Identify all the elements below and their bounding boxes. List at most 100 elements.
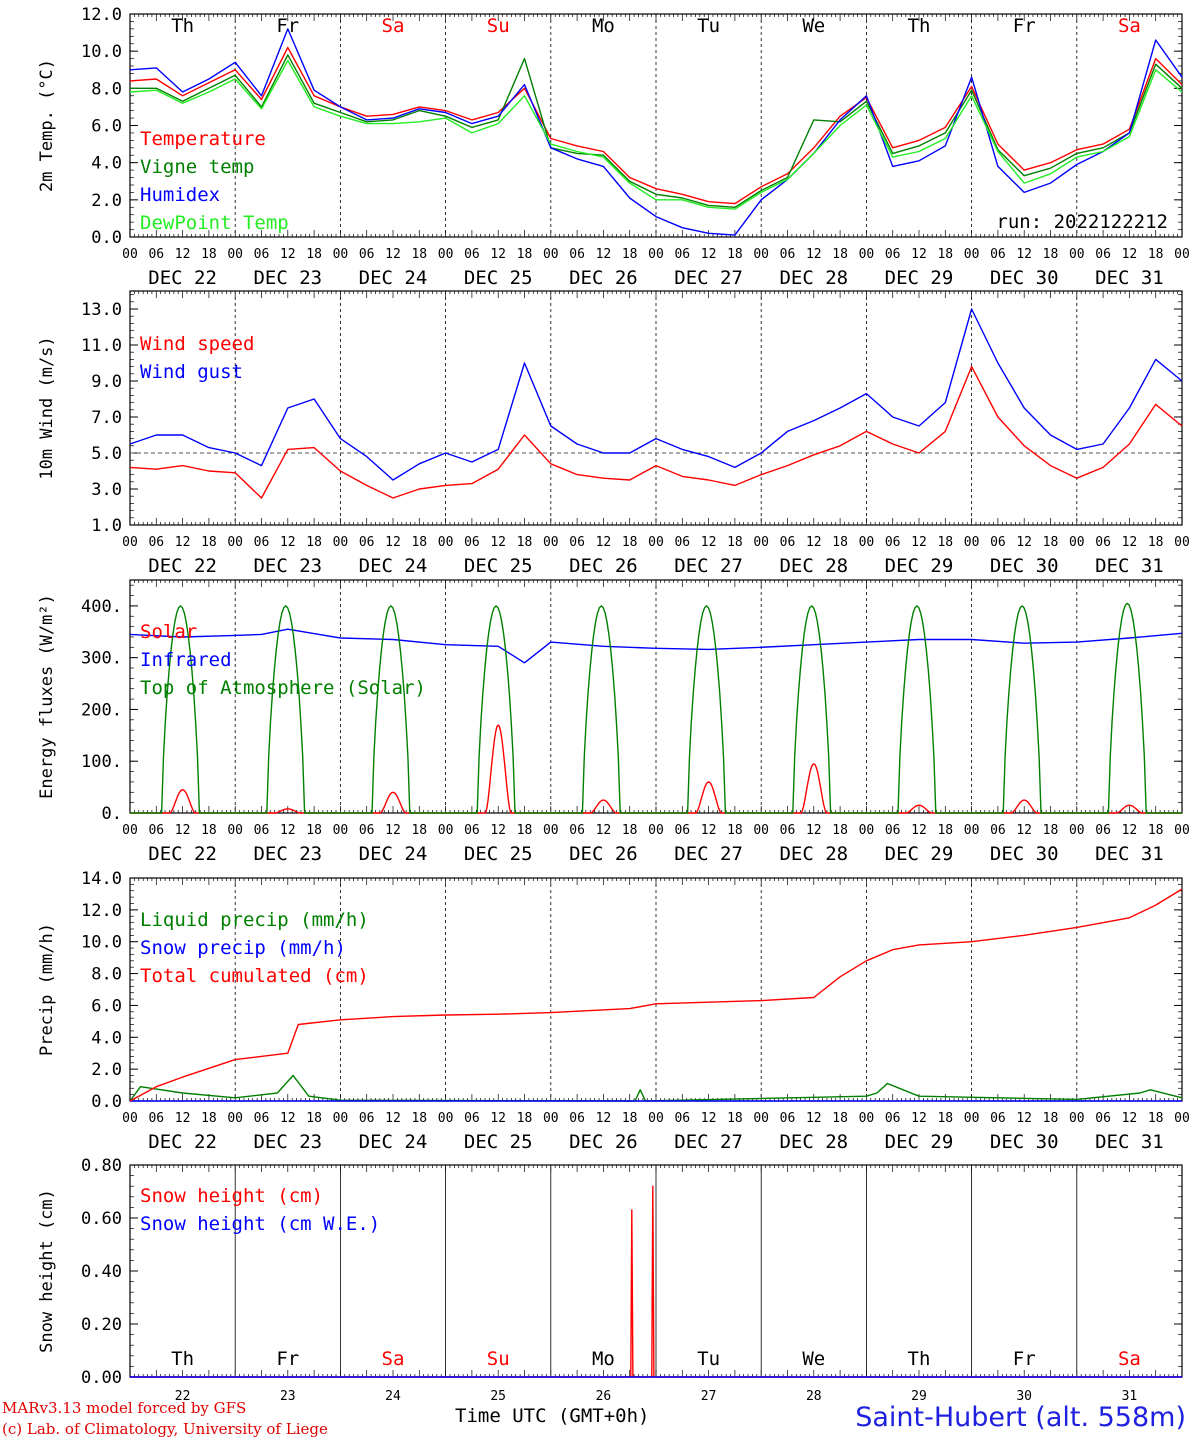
hour-tick-label: 06 bbox=[569, 1111, 585, 1126]
hour-tick-label: 12 bbox=[1122, 823, 1138, 838]
hour-tick-label: 00 bbox=[438, 823, 454, 838]
hour-tick-label: 18 bbox=[201, 1111, 217, 1126]
weekday-label: Sa bbox=[382, 1348, 405, 1370]
hour-tick-label: 06 bbox=[254, 247, 270, 262]
weekday-label: Th bbox=[908, 1348, 931, 1370]
hour-tick-label: 18 bbox=[937, 247, 953, 262]
hour-tick-label: 00 bbox=[227, 247, 243, 262]
hour-tick-label: 06 bbox=[148, 1111, 164, 1126]
hour-tick-label: 18 bbox=[937, 535, 953, 550]
y-tick-label: 2.0 bbox=[91, 191, 122, 211]
hour-tick-label: 00 bbox=[859, 823, 875, 838]
legend-entry: Solar bbox=[140, 621, 197, 643]
y-tick-label: 6.0 bbox=[91, 996, 122, 1016]
series-line-vigne-temp bbox=[130, 54, 1183, 208]
hour-tick-label: 06 bbox=[1095, 535, 1111, 550]
hour-tick-label: 00 bbox=[1174, 1111, 1190, 1126]
hour-tick-label: 12 bbox=[385, 535, 401, 550]
weekday-label: Th bbox=[908, 15, 931, 37]
series-line-humidex bbox=[129, 28, 1183, 236]
date-label: DEC 22 bbox=[148, 1131, 217, 1153]
y-tick-label: 12.0 bbox=[81, 5, 122, 25]
hour-tick-label: 18 bbox=[832, 823, 848, 838]
day-number-label: 26 bbox=[596, 1389, 612, 1404]
credit-line-2: (c) Lab. of Climatology, University of L… bbox=[2, 1420, 328, 1438]
hour-tick-label: 00 bbox=[122, 247, 138, 262]
y-tick-label: 8.0 bbox=[91, 79, 122, 99]
hour-tick-label: 00 bbox=[543, 535, 559, 550]
y-tick-label: 300. bbox=[81, 649, 122, 669]
hour-tick-label: 12 bbox=[175, 247, 191, 262]
weekday-label: Tu bbox=[697, 1348, 720, 1370]
panel-4: 0.0 2.0 4.0 6.0 8.0 10.0 12.0 14.0 Precip (mm/h)… bbox=[37, 869, 1190, 1153]
hour-tick-label: 18 bbox=[1148, 535, 1164, 550]
legend-entry: Wind speed bbox=[140, 333, 254, 355]
hour-tick-label: 00 bbox=[1069, 823, 1085, 838]
hour-tick-label: 18 bbox=[517, 247, 533, 262]
y-tick-label: 0.00 bbox=[81, 1368, 122, 1388]
legend-entry: Humidex bbox=[140, 184, 220, 206]
y-tick-label: 11.0 bbox=[81, 336, 122, 356]
hour-tick-label: 18 bbox=[201, 535, 217, 550]
date-label: DEC 31 bbox=[1095, 267, 1164, 289]
date-label: DEC 28 bbox=[779, 843, 848, 865]
y-tick-label: 9.0 bbox=[91, 372, 122, 392]
hour-tick-label: 12 bbox=[596, 823, 612, 838]
hour-tick-label: 06 bbox=[1095, 247, 1111, 262]
y-axis-title: 2m Temp. (°C) bbox=[37, 59, 57, 192]
hour-tick-label: 12 bbox=[806, 535, 822, 550]
y-tick-label: 8.0 bbox=[91, 965, 122, 985]
date-label: DEC 28 bbox=[779, 555, 848, 577]
weekday-label: Su bbox=[487, 1348, 510, 1370]
hour-tick-label: 06 bbox=[990, 247, 1006, 262]
station-name: Saint-Hubert (alt. 558m) bbox=[855, 1402, 1186, 1433]
hour-tick-label: 18 bbox=[622, 247, 638, 262]
hour-tick-label: 00 bbox=[648, 535, 664, 550]
hour-tick-label: 06 bbox=[254, 1111, 270, 1126]
y-tick-label: 0.40 bbox=[81, 1262, 122, 1282]
date-label: DEC 24 bbox=[359, 555, 428, 577]
hour-tick-label: 18 bbox=[411, 1111, 427, 1126]
weekday-label: We bbox=[802, 15, 825, 37]
hour-tick-label: 12 bbox=[175, 823, 191, 838]
hour-tick-label: 18 bbox=[411, 247, 427, 262]
hour-tick-label: 12 bbox=[701, 535, 717, 550]
hour-tick-label: 06 bbox=[569, 247, 585, 262]
hour-tick-label: 12 bbox=[490, 247, 506, 262]
weekday-label: Sa bbox=[1118, 1348, 1141, 1370]
hour-tick-label: 18 bbox=[517, 823, 533, 838]
hour-tick-label: 00 bbox=[1069, 535, 1085, 550]
hour-tick-label: 18 bbox=[622, 535, 638, 550]
hour-tick-label: 00 bbox=[227, 1111, 243, 1126]
weekday-label: We bbox=[802, 1348, 825, 1370]
hour-tick-label: 12 bbox=[911, 1111, 927, 1126]
hour-tick-label: 06 bbox=[885, 535, 901, 550]
hour-tick-label: 06 bbox=[780, 535, 796, 550]
date-label: DEC 31 bbox=[1095, 1131, 1164, 1153]
hour-tick-label: 12 bbox=[280, 247, 296, 262]
hour-tick-label: 00 bbox=[543, 247, 559, 262]
weekday-label: Tu bbox=[697, 15, 720, 37]
credit-line-1: MARv3.13 model forced by GFS bbox=[2, 1399, 247, 1417]
hour-tick-label: 18 bbox=[832, 535, 848, 550]
hour-tick-label: 12 bbox=[490, 535, 506, 550]
hour-tick-label: 12 bbox=[1122, 247, 1138, 262]
hour-tick-label: 06 bbox=[885, 823, 901, 838]
hour-tick-label: 12 bbox=[701, 823, 717, 838]
hour-tick-label: 12 bbox=[1016, 1111, 1032, 1126]
legend-entry: Total cumulated (cm) bbox=[140, 965, 369, 987]
hour-tick-label: 00 bbox=[122, 823, 138, 838]
hour-tick-label: 06 bbox=[674, 823, 690, 838]
hour-tick-label: 12 bbox=[1016, 247, 1032, 262]
hour-tick-label: 00 bbox=[333, 1111, 349, 1126]
hour-tick-label: 12 bbox=[806, 247, 822, 262]
day-number-label: 27 bbox=[701, 1389, 717, 1404]
hour-tick-label: 18 bbox=[727, 823, 743, 838]
y-tick-label: 0.80 bbox=[81, 1156, 122, 1176]
hour-tick-label: 12 bbox=[806, 823, 822, 838]
y-tick-label: 4.0 bbox=[91, 1028, 122, 1048]
date-label: DEC 26 bbox=[569, 267, 638, 289]
hour-tick-label: 12 bbox=[490, 823, 506, 838]
hour-tick-label: 12 bbox=[1122, 535, 1138, 550]
hour-tick-label: 12 bbox=[385, 823, 401, 838]
